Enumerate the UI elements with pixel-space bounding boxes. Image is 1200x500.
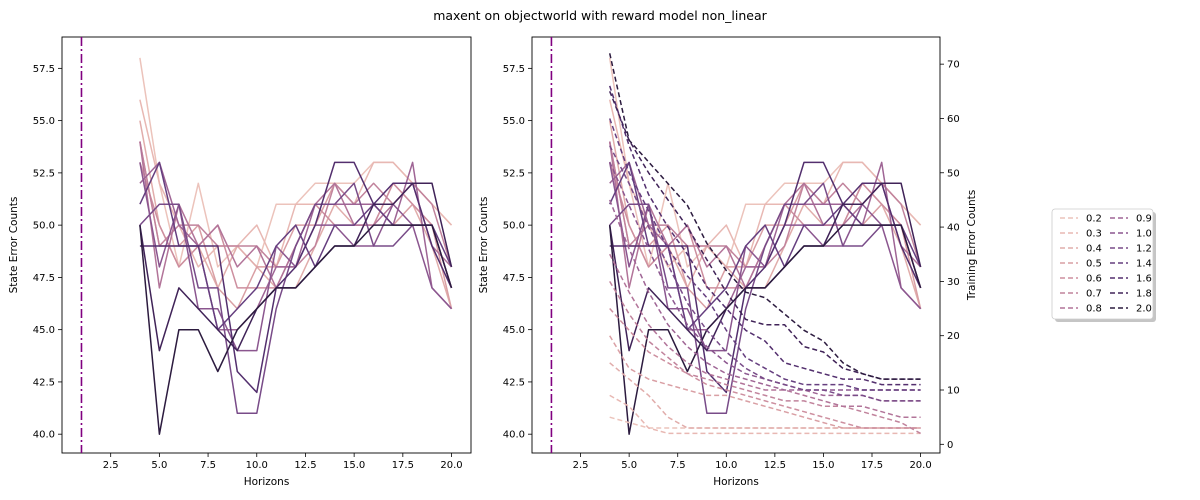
legend-label-0.4: 0.4: [1086, 244, 1102, 255]
legend-label-0.7: 0.7: [1086, 289, 1102, 300]
figure-title: maxent on objectworld with reward model …: [433, 8, 767, 23]
x-tick-label: 2.5: [573, 460, 589, 471]
x-tick-label: 17.5: [861, 460, 883, 471]
training-series-line-0.2: [609, 416, 921, 429]
training-series-line-0.5: [609, 335, 921, 429]
x-tick-label: 17.5: [392, 460, 414, 471]
legend: 0.2 0.3 0.4 0.5 0.6 0.7 0.8 0.9 1.0 1.2 1.4 1.6 1.8 2…: [1051, 208, 1156, 322]
series-line-1.6: [609, 161, 922, 394]
legend-label-1.4: 1.4: [1136, 259, 1152, 270]
legend-box: [1051, 208, 1154, 320]
legend-label-0.5: 0.5: [1086, 259, 1102, 270]
y-right-tick-label: 50: [947, 168, 960, 179]
legend-label-1.2: 1.2: [1136, 244, 1152, 255]
training-series-line-0.7: [609, 281, 921, 435]
right-chart-panel: 2.5 5.0 7.5 10.0 12.5 15.0 17.5 20.0 40.0 42.5 45.…: [478, 36, 978, 488]
y-tick-label: 57.5: [33, 64, 55, 75]
legend-label-1.6: 1.6: [1136, 274, 1152, 285]
training-series-line-0.9: [609, 199, 921, 402]
legend-label-1.8: 1.8: [1136, 289, 1152, 300]
y-right-tick-label: 40: [947, 223, 960, 234]
x-tick-label: 12.5: [764, 460, 786, 471]
y-right-tick-label: 10: [947, 386, 960, 397]
x-tick-label: 5.0: [151, 460, 167, 471]
x-tick-label: 20.0: [909, 460, 931, 471]
x-tick-label: 20.0: [440, 460, 462, 471]
legend-label-2.0: 2.0: [1136, 304, 1152, 315]
y-tick-label: 47.5: [33, 273, 55, 284]
series-line-2.0: [139, 224, 453, 435]
axes-frame: [531, 36, 941, 454]
y-tick-label: 42.5: [33, 377, 55, 388]
axes-frame: [61, 36, 472, 454]
y-tick-label: 42.5: [503, 377, 525, 388]
x-tick-label: 15.0: [812, 460, 834, 471]
legend-label-0.2: 0.2: [1086, 214, 1102, 225]
y-axis-label: State Error Counts: [8, 197, 20, 294]
y-tick-label: 52.5: [503, 168, 525, 179]
training-series-line-1.8: [609, 91, 921, 380]
y-right-tick-label: 30: [947, 277, 960, 288]
series-line-1.6: [139, 161, 453, 394]
y-tick-label: 50.0: [33, 221, 55, 232]
series-line-0.4: [608, 120, 922, 310]
series-line-1.2: [139, 182, 453, 415]
x-tick-label: 12.5: [294, 460, 316, 471]
x-tick-label: 10.0: [715, 460, 737, 471]
x-axis-label: Horizons: [713, 476, 759, 488]
series-line-2.0: [608, 224, 922, 435]
y-tick-label: 40.0: [33, 430, 55, 441]
y-right-tick-label: 0: [947, 440, 953, 451]
legend-label-1.0: 1.0: [1136, 229, 1152, 240]
y-tick-label: 57.5: [503, 64, 525, 75]
y-tick-label: 45.0: [33, 325, 55, 336]
training-series-line-0.3: [609, 394, 921, 435]
x-tick-label: 2.5: [103, 460, 119, 471]
y-tick-label: 55.0: [33, 116, 55, 127]
y-tick-label: 47.5: [503, 273, 525, 284]
y-tick-label: 52.5: [33, 168, 55, 179]
x-tick-label: 10.0: [246, 460, 268, 471]
x-tick-label: 7.5: [200, 460, 216, 471]
x-tick-label: 7.5: [670, 460, 686, 471]
y-right-tick-label: 70: [947, 60, 960, 71]
y-tick-label: 50.0: [503, 221, 525, 232]
legend-label-0.9: 0.9: [1136, 214, 1152, 225]
series-line-1.2: [609, 182, 922, 415]
training-series-line-2.0: [608, 53, 921, 380]
y-right-axis-label: Training Error Counts: [966, 190, 978, 301]
training-series-line-0.8: [609, 253, 921, 418]
y-right-tick-label: 20: [947, 331, 960, 342]
legend-label-0.3: 0.3: [1086, 229, 1102, 240]
legend-label-0.8: 0.8: [1086, 304, 1102, 315]
training-series-line-1.6: [608, 85, 921, 386]
y-tick-label: 45.0: [503, 325, 525, 336]
x-tick-label: 5.0: [621, 460, 637, 471]
y-tick-label: 40.0: [503, 430, 525, 441]
y-tick-label: 55.0: [503, 116, 525, 127]
x-axis-label: Horizons: [244, 476, 290, 488]
series-line-0.4: [139, 120, 453, 310]
legend-label-0.6: 0.6: [1086, 274, 1102, 285]
left-chart-panel: 2.5 5.0 7.5 10.0 12.5 15.0 17.5 20.0 40.0 42.5 45.…: [8, 36, 472, 488]
y-axis-label: State Error Counts: [478, 197, 490, 294]
training-series-line-1.4: [608, 118, 921, 391]
y-right-tick-label: 60: [947, 114, 960, 125]
x-tick-label: 15.0: [343, 460, 365, 471]
training-series-line-0.6: [609, 308, 921, 429]
